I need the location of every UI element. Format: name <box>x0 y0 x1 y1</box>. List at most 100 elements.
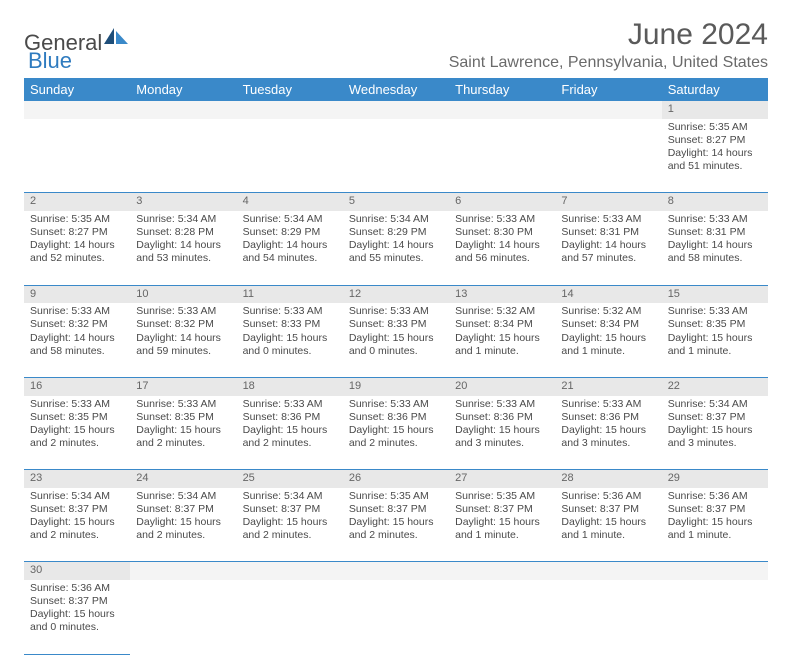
daylight-line: and 1 minute. <box>561 345 655 358</box>
day-cell: Sunrise: 5:33 AMSunset: 8:32 PMDaylight:… <box>130 303 236 377</box>
daylight-line: Daylight: 14 hours <box>30 332 124 345</box>
day-content-row: Sunrise: 5:33 AMSunset: 8:32 PMDaylight:… <box>24 303 768 377</box>
location-subtitle: Saint Lawrence, Pennsylvania, United Sta… <box>449 54 768 72</box>
daylight-line: Daylight: 15 hours <box>243 332 337 345</box>
weekday-head: Friday <box>555 78 661 101</box>
day-cell: Sunrise: 5:34 AMSunset: 8:28 PMDaylight:… <box>130 211 236 285</box>
day-number-cell <box>449 101 555 119</box>
day-cell: Sunrise: 5:33 AMSunset: 8:36 PMDaylight:… <box>237 396 343 470</box>
sunrise-line: Sunrise: 5:33 AM <box>243 305 337 318</box>
day-number-cell: 21 <box>555 377 661 395</box>
sunrise-line: Sunrise: 5:36 AM <box>561 490 655 503</box>
daylight-line: Daylight: 14 hours <box>561 239 655 252</box>
day-number-cell <box>555 101 661 119</box>
daylight-line: and 2 minutes. <box>349 529 443 542</box>
day-number-cell <box>343 562 449 580</box>
month-title: June 2024 <box>449 18 768 52</box>
day-number-cell: 28 <box>555 470 661 488</box>
daylight-line: Daylight: 14 hours <box>668 239 762 252</box>
day-cell: Sunrise: 5:36 AMSunset: 8:37 PMDaylight:… <box>662 488 768 562</box>
daylight-line: Daylight: 15 hours <box>243 516 337 529</box>
day-number-cell: 5 <box>343 193 449 211</box>
sunrise-line: Sunrise: 5:34 AM <box>136 490 230 503</box>
daylight-line: and 1 minute. <box>668 345 762 358</box>
daylight-line: and 54 minutes. <box>243 252 337 265</box>
day-cell: Sunrise: 5:33 AMSunset: 8:36 PMDaylight:… <box>449 396 555 470</box>
sunrise-line: Sunrise: 5:32 AM <box>561 305 655 318</box>
weekday-head: Monday <box>130 78 236 101</box>
day-number-cell: 1 <box>662 101 768 119</box>
daylight-line: and 0 minutes. <box>349 345 443 358</box>
day-number-cell: 17 <box>130 377 236 395</box>
day-cell: Sunrise: 5:36 AMSunset: 8:37 PMDaylight:… <box>555 488 661 562</box>
weekday-header-row: Sunday Monday Tuesday Wednesday Thursday… <box>24 78 768 101</box>
day-number-cell: 27 <box>449 470 555 488</box>
daylight-line: Daylight: 14 hours <box>136 239 230 252</box>
sunrise-line: Sunrise: 5:33 AM <box>455 398 549 411</box>
daylight-line: and 3 minutes. <box>561 437 655 450</box>
sunrise-line: Sunrise: 5:34 AM <box>136 213 230 226</box>
sunrise-line: Sunrise: 5:33 AM <box>668 213 762 226</box>
daylight-line: Daylight: 15 hours <box>455 424 549 437</box>
daylight-line: and 58 minutes. <box>668 252 762 265</box>
day-cell: Sunrise: 5:33 AMSunset: 8:33 PMDaylight:… <box>237 303 343 377</box>
day-cell: Sunrise: 5:34 AMSunset: 8:29 PMDaylight:… <box>237 211 343 285</box>
weekday-head: Sunday <box>24 78 130 101</box>
sunrise-line: Sunrise: 5:35 AM <box>668 121 762 134</box>
daylight-line: and 1 minute. <box>668 529 762 542</box>
day-number-cell: 11 <box>237 285 343 303</box>
sunset-line: Sunset: 8:37 PM <box>668 411 762 424</box>
day-number-row: 16171819202122 <box>24 377 768 395</box>
day-number-cell <box>237 562 343 580</box>
day-cell <box>130 580 236 654</box>
weekday-head: Thursday <box>449 78 555 101</box>
day-number-row: 1 <box>24 101 768 119</box>
daylight-line: and 1 minute. <box>455 345 549 358</box>
daylight-line: and 3 minutes. <box>668 437 762 450</box>
day-number-row: 9101112131415 <box>24 285 768 303</box>
day-cell: Sunrise: 5:33 AMSunset: 8:31 PMDaylight:… <box>662 211 768 285</box>
calendar-table: Sunday Monday Tuesday Wednesday Thursday… <box>24 78 768 655</box>
day-number-cell: 2 <box>24 193 130 211</box>
sunrise-line: Sunrise: 5:33 AM <box>30 398 124 411</box>
daylight-line: and 55 minutes. <box>349 252 443 265</box>
day-number-cell <box>237 101 343 119</box>
day-cell: Sunrise: 5:33 AMSunset: 8:36 PMDaylight:… <box>343 396 449 470</box>
sunset-line: Sunset: 8:34 PM <box>455 318 549 331</box>
sunset-line: Sunset: 8:37 PM <box>668 503 762 516</box>
day-number-cell: 26 <box>343 470 449 488</box>
sunset-line: Sunset: 8:33 PM <box>243 318 337 331</box>
sunrise-line: Sunrise: 5:34 AM <box>243 490 337 503</box>
day-number-cell: 24 <box>130 470 236 488</box>
sunset-line: Sunset: 8:29 PM <box>243 226 337 239</box>
sunrise-line: Sunrise: 5:33 AM <box>349 305 443 318</box>
daylight-line: and 52 minutes. <box>30 252 124 265</box>
day-number-cell <box>24 101 130 119</box>
sail-icon <box>104 26 130 52</box>
sunset-line: Sunset: 8:31 PM <box>668 226 762 239</box>
day-cell: Sunrise: 5:35 AMSunset: 8:37 PMDaylight:… <box>343 488 449 562</box>
daylight-line: Daylight: 15 hours <box>455 516 549 529</box>
day-number-cell <box>449 562 555 580</box>
day-cell: Sunrise: 5:33 AMSunset: 8:36 PMDaylight:… <box>555 396 661 470</box>
title-block: June 2024 Saint Lawrence, Pennsylvania, … <box>449 18 768 72</box>
header: General June 2024 Saint Lawrence, Pennsy… <box>24 18 768 72</box>
day-cell <box>662 580 768 654</box>
day-number-cell: 18 <box>237 377 343 395</box>
daylight-line: and 2 minutes. <box>243 437 337 450</box>
daylight-line: Daylight: 15 hours <box>561 332 655 345</box>
sunset-line: Sunset: 8:29 PM <box>349 226 443 239</box>
day-content-row: Sunrise: 5:34 AMSunset: 8:37 PMDaylight:… <box>24 488 768 562</box>
day-cell <box>555 580 661 654</box>
sunset-line: Sunset: 8:37 PM <box>30 503 124 516</box>
weekday-head: Wednesday <box>343 78 449 101</box>
weekday-head: Saturday <box>662 78 768 101</box>
day-cell: Sunrise: 5:33 AMSunset: 8:30 PMDaylight:… <box>449 211 555 285</box>
sunset-line: Sunset: 8:37 PM <box>243 503 337 516</box>
day-cell: Sunrise: 5:33 AMSunset: 8:32 PMDaylight:… <box>24 303 130 377</box>
day-number-cell: 12 <box>343 285 449 303</box>
daylight-line: and 51 minutes. <box>668 160 762 173</box>
daylight-line: and 2 minutes. <box>349 437 443 450</box>
sunset-line: Sunset: 8:37 PM <box>136 503 230 516</box>
daylight-line: and 2 minutes. <box>136 529 230 542</box>
